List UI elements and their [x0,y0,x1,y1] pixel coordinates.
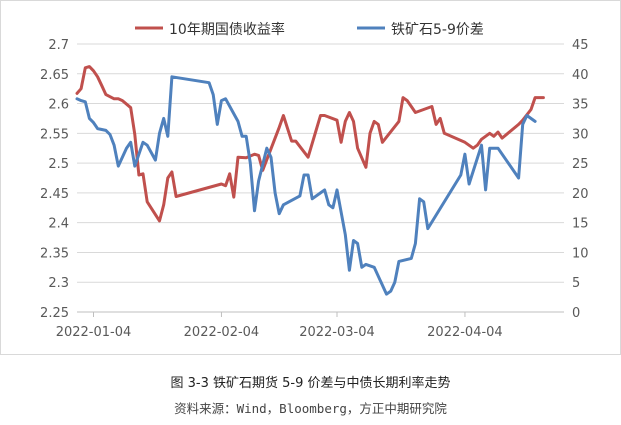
right-axis-tick-label: 0 [572,306,580,321]
series-line-0 [75,65,545,223]
left-axis-tick-label: 2.3 [48,276,69,291]
legend-label-iron-ore-spread: 铁矿石5-9价差 [391,22,484,38]
right-axis-tick-label: 20 [572,187,589,202]
x-axis-tick-label: 2022-01-04 [56,325,132,340]
right-axis-tick-label: 40 [572,68,589,83]
line-chart: 2.25 2.3 2.35 2.4 2.45 2.5 2.55 2.6 2.65 2.7 0 5 10 1… [40,21,589,340]
right-axis-tick-label: 15 [572,217,589,232]
left-axis-tick-label: 2.65 [40,68,69,83]
chart-frame: 2.25 2.3 2.35 2.4 2.45 2.5 2.55 2.6 2.65 2.7 0 5 10 1… [0,0,621,355]
left-axis-tick-label: 2.25 [40,306,69,321]
legend-label-bond-yield: 10年期国债收益率 [169,21,285,38]
right-axis-tick-label: 35 [572,98,589,113]
right-axis-tick-label: 5 [572,276,580,291]
left-axis-tick-label: 2.55 [40,127,69,142]
right-axis-tick-label: 25 [572,157,589,172]
right-axis-tick-label: 10 [572,246,589,261]
series-line-1 [75,75,537,296]
source-note: 资料来源：Wind，Bloomberg，方正中期研究院 [174,401,447,416]
right-axis-tick-label: 30 [572,127,589,142]
left-axis-tick-label: 2.5 [48,157,69,172]
legend: 10年期国债收益率 铁矿石5-9价差 [135,21,484,38]
x-axis-tick-label: 2022-04-04 [427,325,503,340]
figure-caption: 图 3-3 铁矿石期货 5-9 价差与中债长期利率走势 [170,376,451,391]
series-lines [75,65,545,296]
left-axis-tick-label: 2.6 [48,98,69,113]
x-axis-tick-label: 2022-02-04 [184,325,260,340]
right-axis-tick-label: 45 [572,38,589,53]
x-axis-tick-label: 2022-03-04 [299,325,375,340]
left-axis-tick-label: 2.35 [40,246,69,261]
left-axis-tick-label: 2.4 [48,217,69,232]
gridlines [77,43,564,313]
left-axis-tick-label: 2.45 [40,187,69,202]
left-axis-tick-label: 2.7 [48,38,69,53]
axes: 2.25 2.3 2.35 2.4 2.45 2.5 2.55 2.6 2.65 2.7 0 5 10 1… [40,38,589,340]
